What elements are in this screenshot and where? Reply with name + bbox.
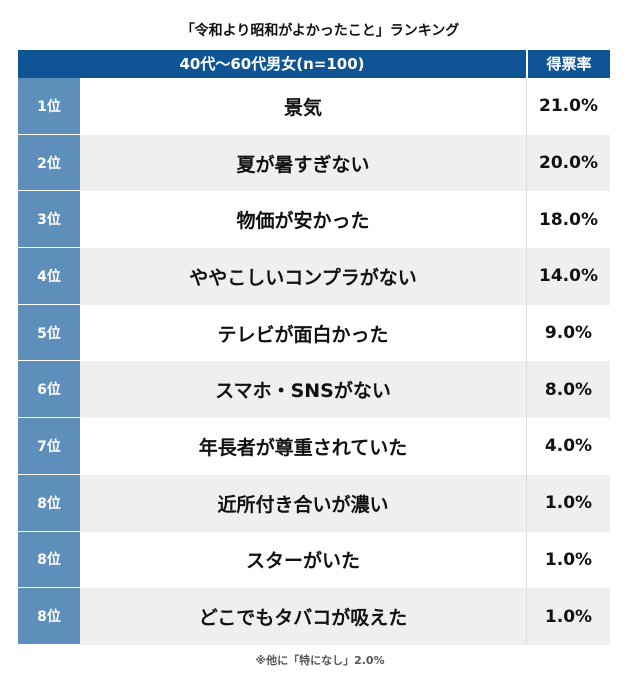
value-cell: 18.0% bbox=[539, 209, 598, 230]
item-cell: 景気 bbox=[80, 78, 527, 135]
rank-cell: 5位 bbox=[18, 304, 80, 362]
value-cell: 9.0% bbox=[544, 323, 593, 344]
table-row: 8位 どこでもタバコが吸えた 1.0% bbox=[18, 588, 610, 645]
rank-cell: 1位 bbox=[18, 78, 80, 135]
table-row: 7位 年長者が尊重されていた 4.0% bbox=[18, 418, 610, 475]
item-cell: スターがいた bbox=[80, 531, 527, 589]
rank-cell: 8位 bbox=[18, 588, 80, 645]
table-row: 6位 スマホ・SNSがない 8.0% bbox=[18, 361, 610, 419]
rank-cell: 7位 bbox=[18, 418, 80, 475]
value-cell: 1.0% bbox=[544, 549, 593, 570]
table-row: 2位 夏が暑すぎない 20.0% bbox=[18, 134, 610, 192]
rank-cell: 6位 bbox=[18, 361, 80, 419]
table-row: 8位 スターがいた 1.0% bbox=[18, 531, 610, 589]
table-header: 40代〜60代男女(n=100) 得票率 bbox=[18, 50, 610, 78]
table-row: 1位 景気 21.0% bbox=[18, 78, 610, 135]
value-cell: 14.0% bbox=[527, 248, 610, 305]
rank-cell: 8位 bbox=[18, 474, 80, 532]
table-row: 3位 物価が安かった 18.0% bbox=[18, 191, 610, 249]
rank-cell: 8位 bbox=[18, 531, 80, 589]
page-title: 「令和より昭和がよかったこと」ランキング bbox=[180, 23, 460, 39]
ranking-table: 40代〜60代男女(n=100) 得票率 1位 景気 21.0% 2位 夏が暑すぎない 2… bbox=[18, 50, 610, 645]
item-cell: ややこしいコンプラがない bbox=[80, 248, 527, 305]
item-cell: テレビが面白かった bbox=[80, 304, 527, 362]
item-cell: スマホ・SNSがない bbox=[80, 361, 527, 419]
item-cell: 年長者が尊重されていた bbox=[80, 418, 527, 475]
header-rate: 得票率 bbox=[546, 55, 592, 73]
value-cell: 21.0% bbox=[539, 96, 598, 117]
footnote: ※他に「特になし」2.0% bbox=[255, 654, 385, 667]
item-cell: 夏が暑すぎない bbox=[80, 134, 527, 192]
value-cell: 8.0% bbox=[527, 361, 610, 419]
item-cell: どこでもタバコが吸えた bbox=[80, 588, 527, 645]
table-row: 8位 近所付き合いが濃い 1.0% bbox=[18, 474, 610, 532]
rank-cell: 4位 bbox=[18, 248, 80, 305]
item-cell: 物価が安かった bbox=[80, 191, 527, 249]
value-cell: 1.0% bbox=[527, 588, 610, 645]
item-cell: 近所付き合いが濃い bbox=[80, 474, 527, 532]
rank-cell: 2位 bbox=[18, 134, 80, 192]
table-row: 5位 テレビが面白かった 9.0% bbox=[18, 304, 610, 362]
rank-cell: 3位 bbox=[18, 191, 80, 249]
table-row: 4位 ややこしいコンプラがない 14.0% bbox=[18, 248, 610, 305]
value-cell: 20.0% bbox=[527, 134, 610, 192]
header-respondents: 40代〜60代男女(n=100) bbox=[18, 50, 528, 78]
value-cell: 1.0% bbox=[527, 474, 610, 532]
value-cell: 4.0% bbox=[544, 436, 593, 457]
